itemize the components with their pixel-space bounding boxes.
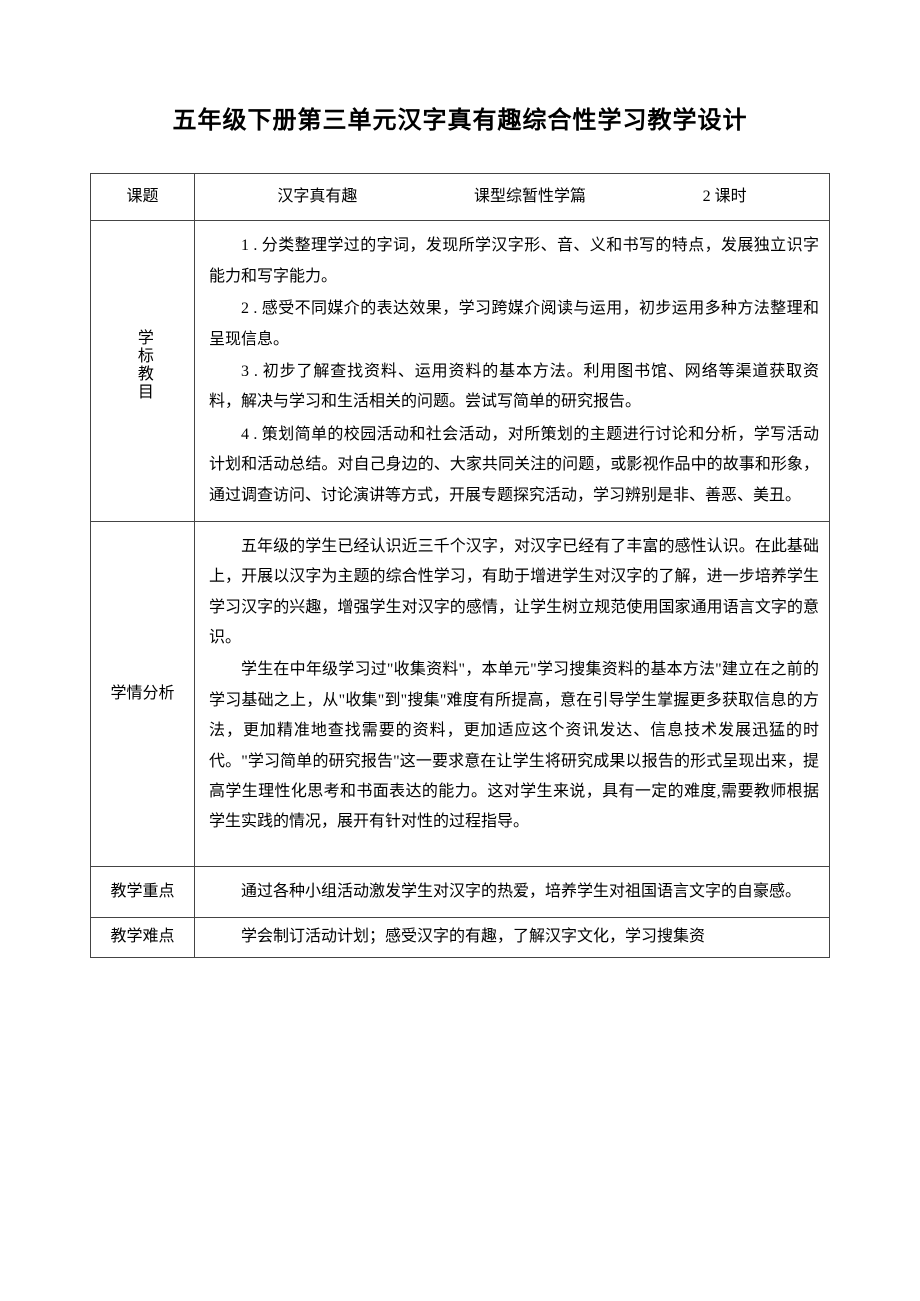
row-content-cell: 学会制订活动计划；感受汉字的有趣，了解汉字文化，学习搜集资 (195, 918, 830, 957)
row-label-cell: 教学难点 (91, 918, 195, 957)
page-title: 五年级下册第三单元汉字真有趣综合性学习教学设计 (90, 100, 830, 135)
document-page: 五年级下册第三单元汉字真有趣综合性学习教学设计 课题 汉字真有趣 课型综暂性学篇… (0, 0, 920, 1018)
row-label-cell: 教学重点 (91, 866, 195, 917)
lesson-plan-table: 课题 汉字真有趣 课型综暂性学篇 2 课时 学标教目 1 . 分类整理学过的字词… (90, 173, 830, 958)
row-label-cell: 学标教目 (91, 221, 195, 522)
paragraph: 学生在中年级学习过"收集资料"，本单元"学习搜集资料的基本方法"建立在之前的学习… (209, 655, 819, 837)
paragraph: 1 . 分类整理学过的字词，发现所学汉字形、音、义和书写的特点，发展独立识字能力… (209, 231, 819, 292)
table-row: 学情分析 五年级的学生已经认识近三千个汉字，对汉字已经有了丰富的感性认识。在此基… (91, 521, 830, 866)
paragraph: 五年级的学生已经认识近三千个汉字，对汉字已经有了丰富的感性认识。在此基础上，开展… (209, 532, 819, 654)
paragraph: 通过各种小组活动激发学生对汉字的热爱，培养学生对祖国语言文字的自豪感。 (209, 877, 819, 907)
table-row: 教学重点 通过各种小组活动激发学生对汉字的热爱，培养学生对祖国语言文字的自豪感。 (91, 866, 830, 917)
table-row: 学标教目 1 . 分类整理学过的字词，发现所学汉字形、音、义和书写的特点，发展独… (91, 221, 830, 522)
row-content-cell: 1 . 分类整理学过的字词，发现所学汉字形、音、义和书写的特点，发展独立识字能力… (195, 221, 830, 522)
lesson-hours: 2 课时 (703, 182, 747, 212)
row-label-cell: 学情分析 (91, 521, 195, 866)
row-content-cell: 五年级的学生已经认识近三千个汉字，对汉字已经有了丰富的感性认识。在此基础上，开展… (195, 521, 830, 866)
table-header-row: 课题 汉字真有趣 课型综暂性学篇 2 课时 (91, 174, 830, 221)
lesson-topic: 汉字真有趣 (277, 182, 357, 212)
row-label-vertical: 学标教目 (132, 329, 153, 401)
header-content-wrap: 汉字真有趣 课型综暂性学篇 2 课时 (199, 182, 825, 212)
lesson-type: 课型综暂性学篇 (474, 182, 586, 212)
paragraph: 4 . 策划简单的校园活动和社会活动，对所策划的主题进行讨论和分析，学写活动计划… (209, 420, 819, 511)
row-content-cell: 通过各种小组活动激发学生对汉字的热爱，培养学生对祖国语言文字的自豪感。 (195, 866, 830, 917)
table-row: 教学难点 学会制订活动计划；感受汉字的有趣，了解汉字文化，学习搜集资 (91, 918, 830, 957)
paragraph: 学会制订活动计划；感受汉字的有趣，了解汉字文化，学习搜集资 (209, 922, 819, 952)
header-label-cell: 课题 (91, 174, 195, 221)
paragraph: 3 . 初步了解查找资料、运用资料的基本方法。利用图书馆、网络等渠道获取资料，解… (209, 357, 819, 418)
paragraph: 2 . 感受不同媒介的表达效果，学习跨媒介阅读与运用，初步运用多种方法整理和呈现… (209, 294, 819, 355)
header-content-cell: 汉字真有趣 课型综暂性学篇 2 课时 (195, 174, 830, 221)
